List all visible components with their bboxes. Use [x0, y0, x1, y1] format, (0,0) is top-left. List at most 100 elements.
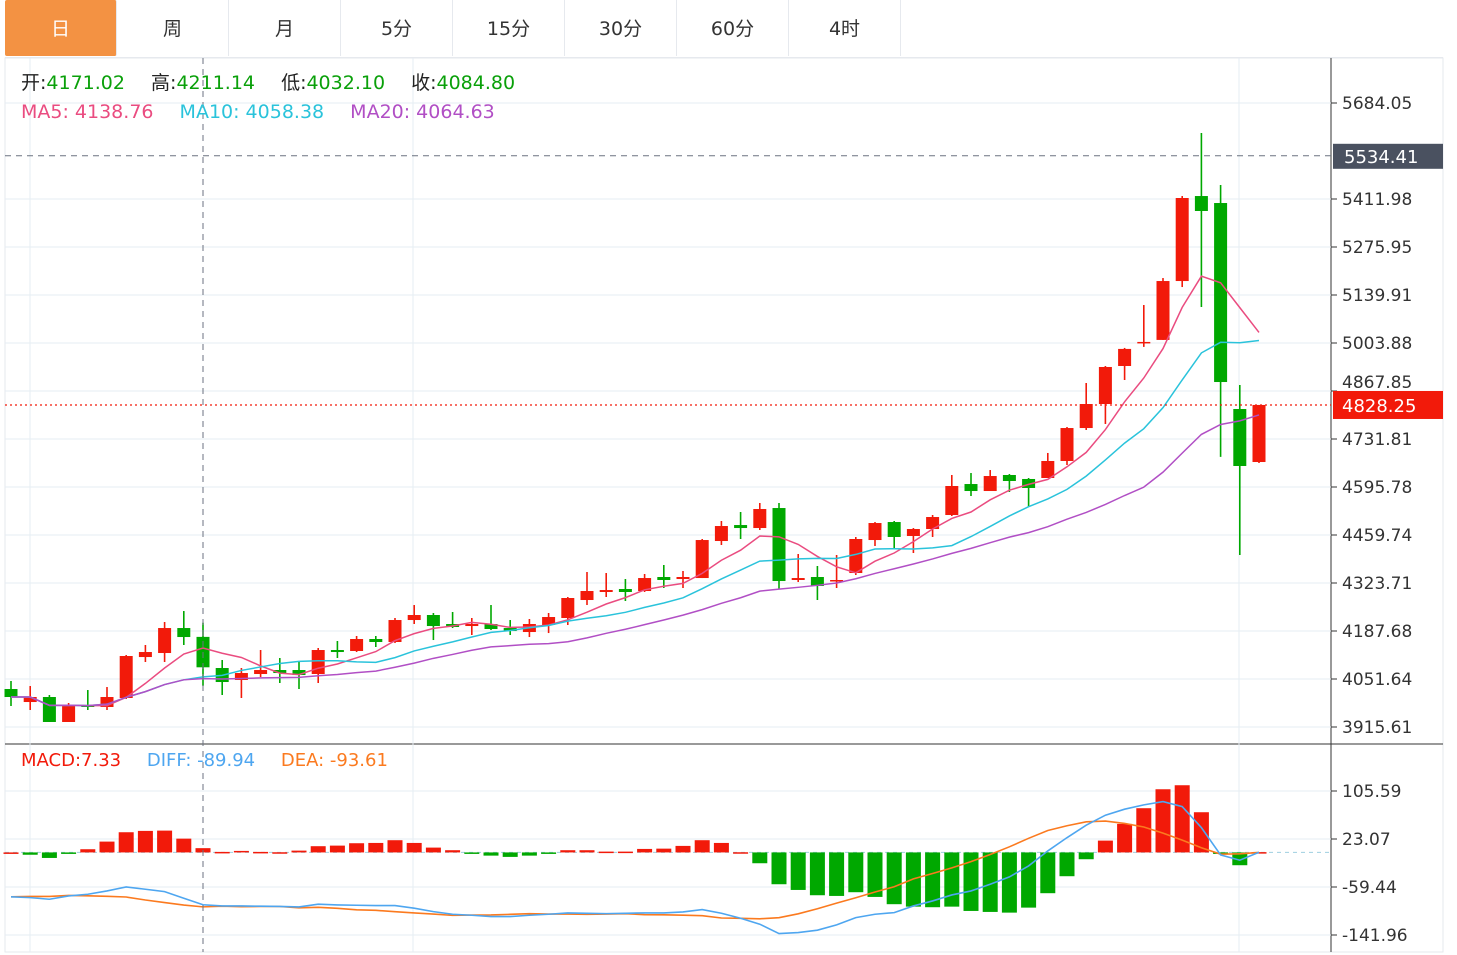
candle [407, 605, 421, 625]
tab-0[interactable]: 日 [5, 0, 117, 56]
candle [1022, 477, 1036, 507]
tab-7[interactable]: 4时 [789, 0, 901, 56]
price-tick-label: 4323.71 [1342, 574, 1412, 594]
macd-bar [598, 851, 614, 854]
candle-body [695, 540, 709, 579]
candle [1118, 347, 1132, 381]
macd-bar [1213, 852, 1229, 854]
diff-line [10, 800, 1260, 935]
ma20-line [11, 414, 1260, 707]
tab-4[interactable]: 15分 [453, 0, 565, 56]
candle [426, 612, 440, 641]
macd-bar [617, 851, 633, 854]
candle-body [791, 578, 805, 581]
candle [983, 470, 997, 492]
candle [234, 668, 248, 698]
macd-bar [733, 852, 749, 854]
crosshair-price-badge [1333, 143, 1443, 169]
candle [734, 512, 748, 540]
price-tick-label: 4459.74 [1342, 526, 1412, 546]
tab-1[interactable]: 周 [117, 0, 229, 56]
candle-body [1252, 404, 1266, 463]
macd-bar [752, 852, 768, 864]
candle [714, 521, 728, 546]
macd-bar [291, 850, 307, 853]
price-tick-label: 4867.85 [1342, 373, 1412, 393]
candle-body [945, 486, 959, 516]
candle-body [23, 697, 37, 703]
tab-5[interactable]: 30分 [565, 0, 677, 56]
candle-body [138, 652, 152, 658]
macd-bar [22, 852, 38, 855]
candle-body [1079, 404, 1093, 429]
tab-3[interactable]: 5分 [341, 0, 453, 56]
high-label: 高: [151, 72, 177, 94]
price-tick-label: 5275.95 [1342, 238, 1412, 258]
chart-frame [4, 57, 1444, 953]
candle [810, 565, 824, 601]
candle-body [503, 628, 517, 632]
macd-bar [521, 852, 537, 856]
candle-body [350, 639, 364, 651]
candle-body [254, 670, 268, 675]
candle-body [273, 670, 287, 674]
macd-bar [541, 852, 557, 854]
candle [4, 680, 18, 707]
macd-bar [1136, 808, 1152, 853]
low-value: 4032.10 [306, 72, 386, 94]
ma-info: MA5: 4138.76 MA10: 4058.38 MA20: 4064.63 [21, 100, 495, 124]
tab-6[interactable]: 60分 [677, 0, 789, 56]
price-tick-label: 4731.81 [1342, 430, 1412, 450]
macd-bar [963, 852, 979, 911]
macd-tick-label: -141.96 [1342, 926, 1408, 946]
candle-body [676, 577, 690, 580]
candle-body [580, 591, 594, 601]
candle [1060, 427, 1074, 466]
candle [369, 636, 383, 648]
candle [868, 522, 882, 546]
macd-bar [272, 852, 288, 854]
low-label: 低: [281, 72, 307, 94]
candle-body [599, 590, 613, 593]
macd-bar [406, 842, 422, 853]
candle-body [1156, 281, 1170, 340]
candle-body [426, 615, 440, 627]
candle-body [849, 539, 863, 574]
candle [484, 605, 498, 631]
price-tick-label: 4187.68 [1342, 622, 1412, 642]
candle-body [926, 517, 940, 530]
crosshair-price-label: 5534.41 [1344, 147, 1418, 168]
candle-body [158, 628, 172, 654]
candle-body [292, 670, 306, 676]
candle [542, 612, 556, 634]
candle-body [638, 578, 652, 592]
macd-bar [445, 850, 461, 853]
macd-bar [483, 852, 499, 856]
candle-body [734, 525, 748, 529]
macd-bar [310, 846, 326, 853]
last-price-badge [1333, 390, 1443, 419]
candle [580, 571, 594, 606]
candle-body [4, 689, 18, 698]
candle [1214, 185, 1228, 457]
macd-bar [1059, 852, 1075, 877]
ma10-line [11, 339, 1260, 707]
candle-body [1118, 348, 1132, 366]
macd-bar [848, 852, 864, 893]
macd-bar [329, 845, 345, 853]
tab-2[interactable]: 月 [229, 0, 341, 56]
candle-body [983, 476, 997, 492]
candle [388, 618, 402, 644]
open-label: 开: [21, 72, 47, 94]
ma5-line [11, 275, 1260, 707]
candle [599, 573, 613, 598]
macd-bar [425, 847, 441, 853]
candle-body [369, 639, 383, 643]
candle [1041, 452, 1055, 478]
candle [676, 571, 690, 589]
candle-body [906, 529, 920, 537]
macd-bar [1174, 785, 1190, 853]
candle [350, 636, 364, 653]
candle-body [1175, 198, 1189, 282]
